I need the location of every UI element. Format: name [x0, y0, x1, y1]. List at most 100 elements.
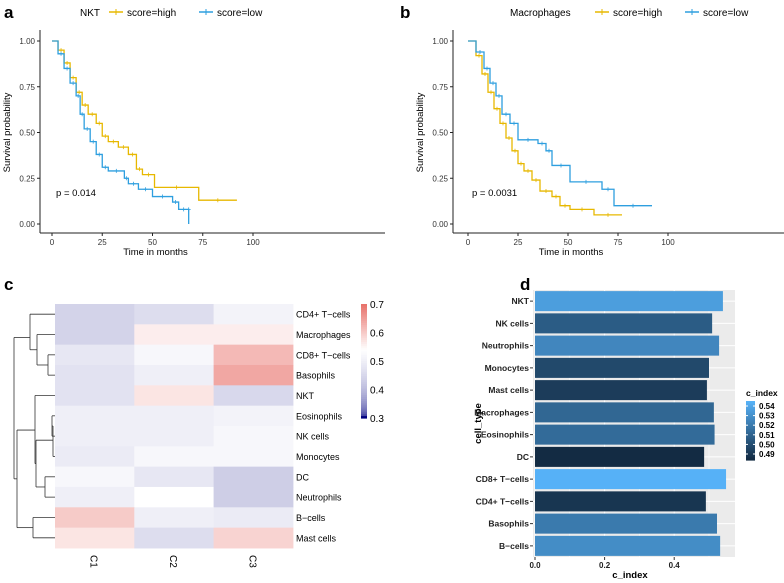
y-axis-label: cell_type — [473, 403, 484, 444]
y-tick-label: 0.00 — [432, 220, 448, 229]
censor-mark — [186, 207, 191, 212]
x-tick-label: 0 — [50, 238, 55, 247]
colorbar-segment — [361, 340, 367, 343]
row-label: Macrophages — [296, 330, 351, 340]
panel-label-a: a — [4, 3, 14, 22]
bar-NKT — [535, 291, 723, 312]
legend-gradient-segment — [746, 401, 755, 404]
legend-gradient-segment — [746, 439, 755, 442]
heatmap-cell — [213, 507, 294, 529]
legend-gradient-segment — [746, 403, 755, 407]
colorbar-segment — [361, 378, 367, 381]
x-tick-label: 50 — [564, 238, 573, 247]
legend-gradient-segment — [746, 436, 755, 439]
column-label: C2 — [167, 555, 178, 568]
censor-mark — [504, 112, 508, 117]
colorbar-segment — [361, 400, 367, 404]
heatmap: CD4+ T−cells Macrophages CD8+ T−cells Basop… — [13, 300, 384, 568]
legend-tick-label: 0.50 — [759, 440, 775, 449]
category-label: Basophils — [488, 519, 529, 529]
censor-mark — [547, 148, 551, 153]
colorbar-segment — [361, 305, 367, 309]
legend-gradient-segment — [746, 452, 755, 455]
category-label: Monocytes — [485, 363, 530, 373]
heatmap-cell — [134, 486, 215, 508]
bar-DC — [535, 446, 705, 467]
x-tick-label: 75 — [198, 238, 207, 247]
censor-mark — [85, 126, 90, 131]
colorbar-segment — [361, 342, 367, 345]
colorbar-segment — [361, 408, 367, 411]
colorbar-segment — [361, 381, 367, 385]
colorbar-segment — [361, 395, 367, 398]
heatmap-cell — [55, 507, 135, 529]
censor-mark — [65, 66, 70, 71]
legend-gradient-segment — [746, 445, 755, 448]
censor-mark — [77, 90, 82, 95]
censor-mark — [534, 178, 538, 183]
colorbar-segment — [361, 345, 367, 349]
colorbar-segment — [361, 370, 367, 373]
censor-mark — [71, 81, 76, 86]
censor-mark — [489, 90, 493, 95]
colorbar-segment — [361, 351, 367, 354]
heatmap-cell — [213, 344, 294, 366]
censor-mark — [174, 185, 179, 190]
bar-chart: NKT NK cells Neutrophils Monocytes Mast cell… — [473, 290, 778, 581]
row-label: NKT — [296, 391, 315, 401]
x-tick-label: 0.0 — [529, 561, 541, 570]
censor-mark — [103, 134, 108, 139]
censor-mark — [111, 139, 116, 144]
km-plot-b: 0.00 0.25 0.50 0.75 1.00 0 25 50 75 100 Time in mo… — [415, 8, 784, 258]
colorbar-segment — [361, 404, 367, 408]
legend-gradient-segment — [746, 411, 755, 414]
colorbar-segment — [361, 412, 367, 415]
x-tick-label: 100 — [661, 238, 675, 247]
heatmap-cell — [213, 405, 294, 427]
censor-mark — [606, 187, 610, 192]
x-tick-label: 50 — [148, 238, 157, 247]
censor-mark — [65, 60, 70, 65]
censor-mark — [90, 112, 95, 117]
heatmap-cell — [55, 405, 135, 427]
heatmap-cell — [55, 425, 135, 447]
legend-gradient-segment — [746, 415, 755, 418]
bar-Eosinophils — [535, 424, 715, 445]
bar-CD4+ T−cells — [535, 491, 706, 512]
legend-gradient-segment — [746, 433, 755, 436]
p-value-annotation: p = 0.014 — [56, 188, 96, 199]
legend-gradient-segment — [746, 437, 755, 440]
heatmap-cell — [213, 466, 294, 488]
colorbar-tick-label: 0.5 — [370, 357, 384, 368]
censor-mark — [559, 163, 563, 168]
legend-gradient-segment — [746, 409, 755, 412]
censor-mark — [181, 207, 186, 212]
censor-mark — [71, 75, 76, 80]
heatmap-cell — [134, 507, 215, 529]
row-label: B−cells — [296, 513, 326, 523]
bar-Macrophages — [535, 402, 714, 423]
colorbar-segment — [361, 315, 367, 318]
colorbar-segment — [361, 332, 367, 335]
column-label: C3 — [246, 555, 257, 568]
y-tick-label: 0.00 — [19, 220, 35, 229]
censor-mark — [513, 148, 517, 153]
row-label: DC — [296, 472, 309, 482]
colorbar-segment — [361, 389, 367, 392]
censor-mark — [507, 135, 511, 140]
colorbar-segment — [361, 347, 367, 351]
censor-mark — [519, 161, 523, 166]
row-label: Eosinophils — [296, 411, 343, 421]
heatmap-cell — [55, 344, 135, 366]
row-label: Mast cells — [296, 533, 337, 543]
censor-mark — [495, 106, 499, 111]
censor-mark — [91, 139, 96, 144]
colorbar-segment — [361, 309, 367, 313]
heatmap-cell — [55, 527, 135, 549]
survival-curve-score=low — [468, 40, 652, 207]
colorbar-tick-label: 0.3 — [370, 414, 384, 425]
heatmap-cell — [134, 446, 215, 468]
survival-curve-score=high — [52, 40, 237, 201]
y-axis-label: Survival probability — [2, 92, 13, 172]
